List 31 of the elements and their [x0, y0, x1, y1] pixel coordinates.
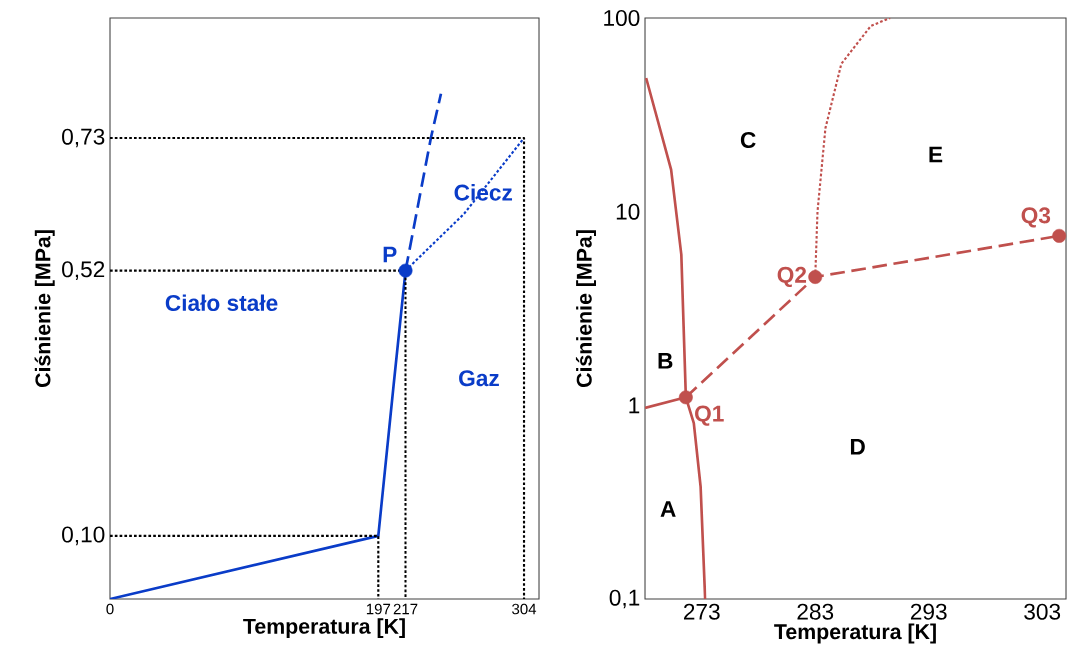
x-axis-title: Temperatura [K] — [243, 618, 405, 639]
annotation: C — [740, 131, 756, 149]
annotation: E — [929, 146, 943, 163]
x-tick-label: 283 — [797, 603, 834, 620]
series-label: Q1 — [695, 405, 724, 426]
y-tick-label: 10 — [616, 203, 640, 220]
series-label: Q2 — [777, 266, 807, 288]
x-tick-label: 217 — [393, 603, 418, 615]
x-tick-label: 304 — [512, 603, 537, 615]
x-tick-label: 0 — [106, 603, 114, 615]
y-tick-label: 0,52 — [62, 261, 105, 280]
annotation: A — [660, 501, 676, 517]
x-axis-title: Temperatura [K] — [774, 623, 936, 644]
annotation: Ciecz — [454, 183, 513, 201]
x-tick-label: 293 — [910, 603, 947, 620]
y-axis-title: Ciśnienie [MPa] — [34, 230, 55, 388]
annotation: Ciało stałe — [165, 294, 278, 312]
y-tick-label: 1 — [629, 397, 640, 414]
annotation: B — [658, 352, 673, 369]
annotation: Gaz — [459, 370, 499, 387]
y-tick-label: 0,10 — [62, 526, 105, 546]
annotation: D — [850, 438, 865, 455]
x-tick-label: 303 — [1024, 603, 1061, 620]
y-tick-label: 0,73 — [62, 128, 105, 148]
y-tick-label: 100 — [604, 9, 640, 27]
series-label: P — [383, 246, 397, 263]
x-tick-label: 197 — [366, 603, 391, 615]
series-label: Q3 — [1021, 207, 1051, 228]
y-tick-label: 0,1 — [609, 589, 640, 609]
y-axis-title: Ciśnienie [MPa] — [575, 230, 596, 388]
x-tick-label: 273 — [683, 603, 720, 620]
